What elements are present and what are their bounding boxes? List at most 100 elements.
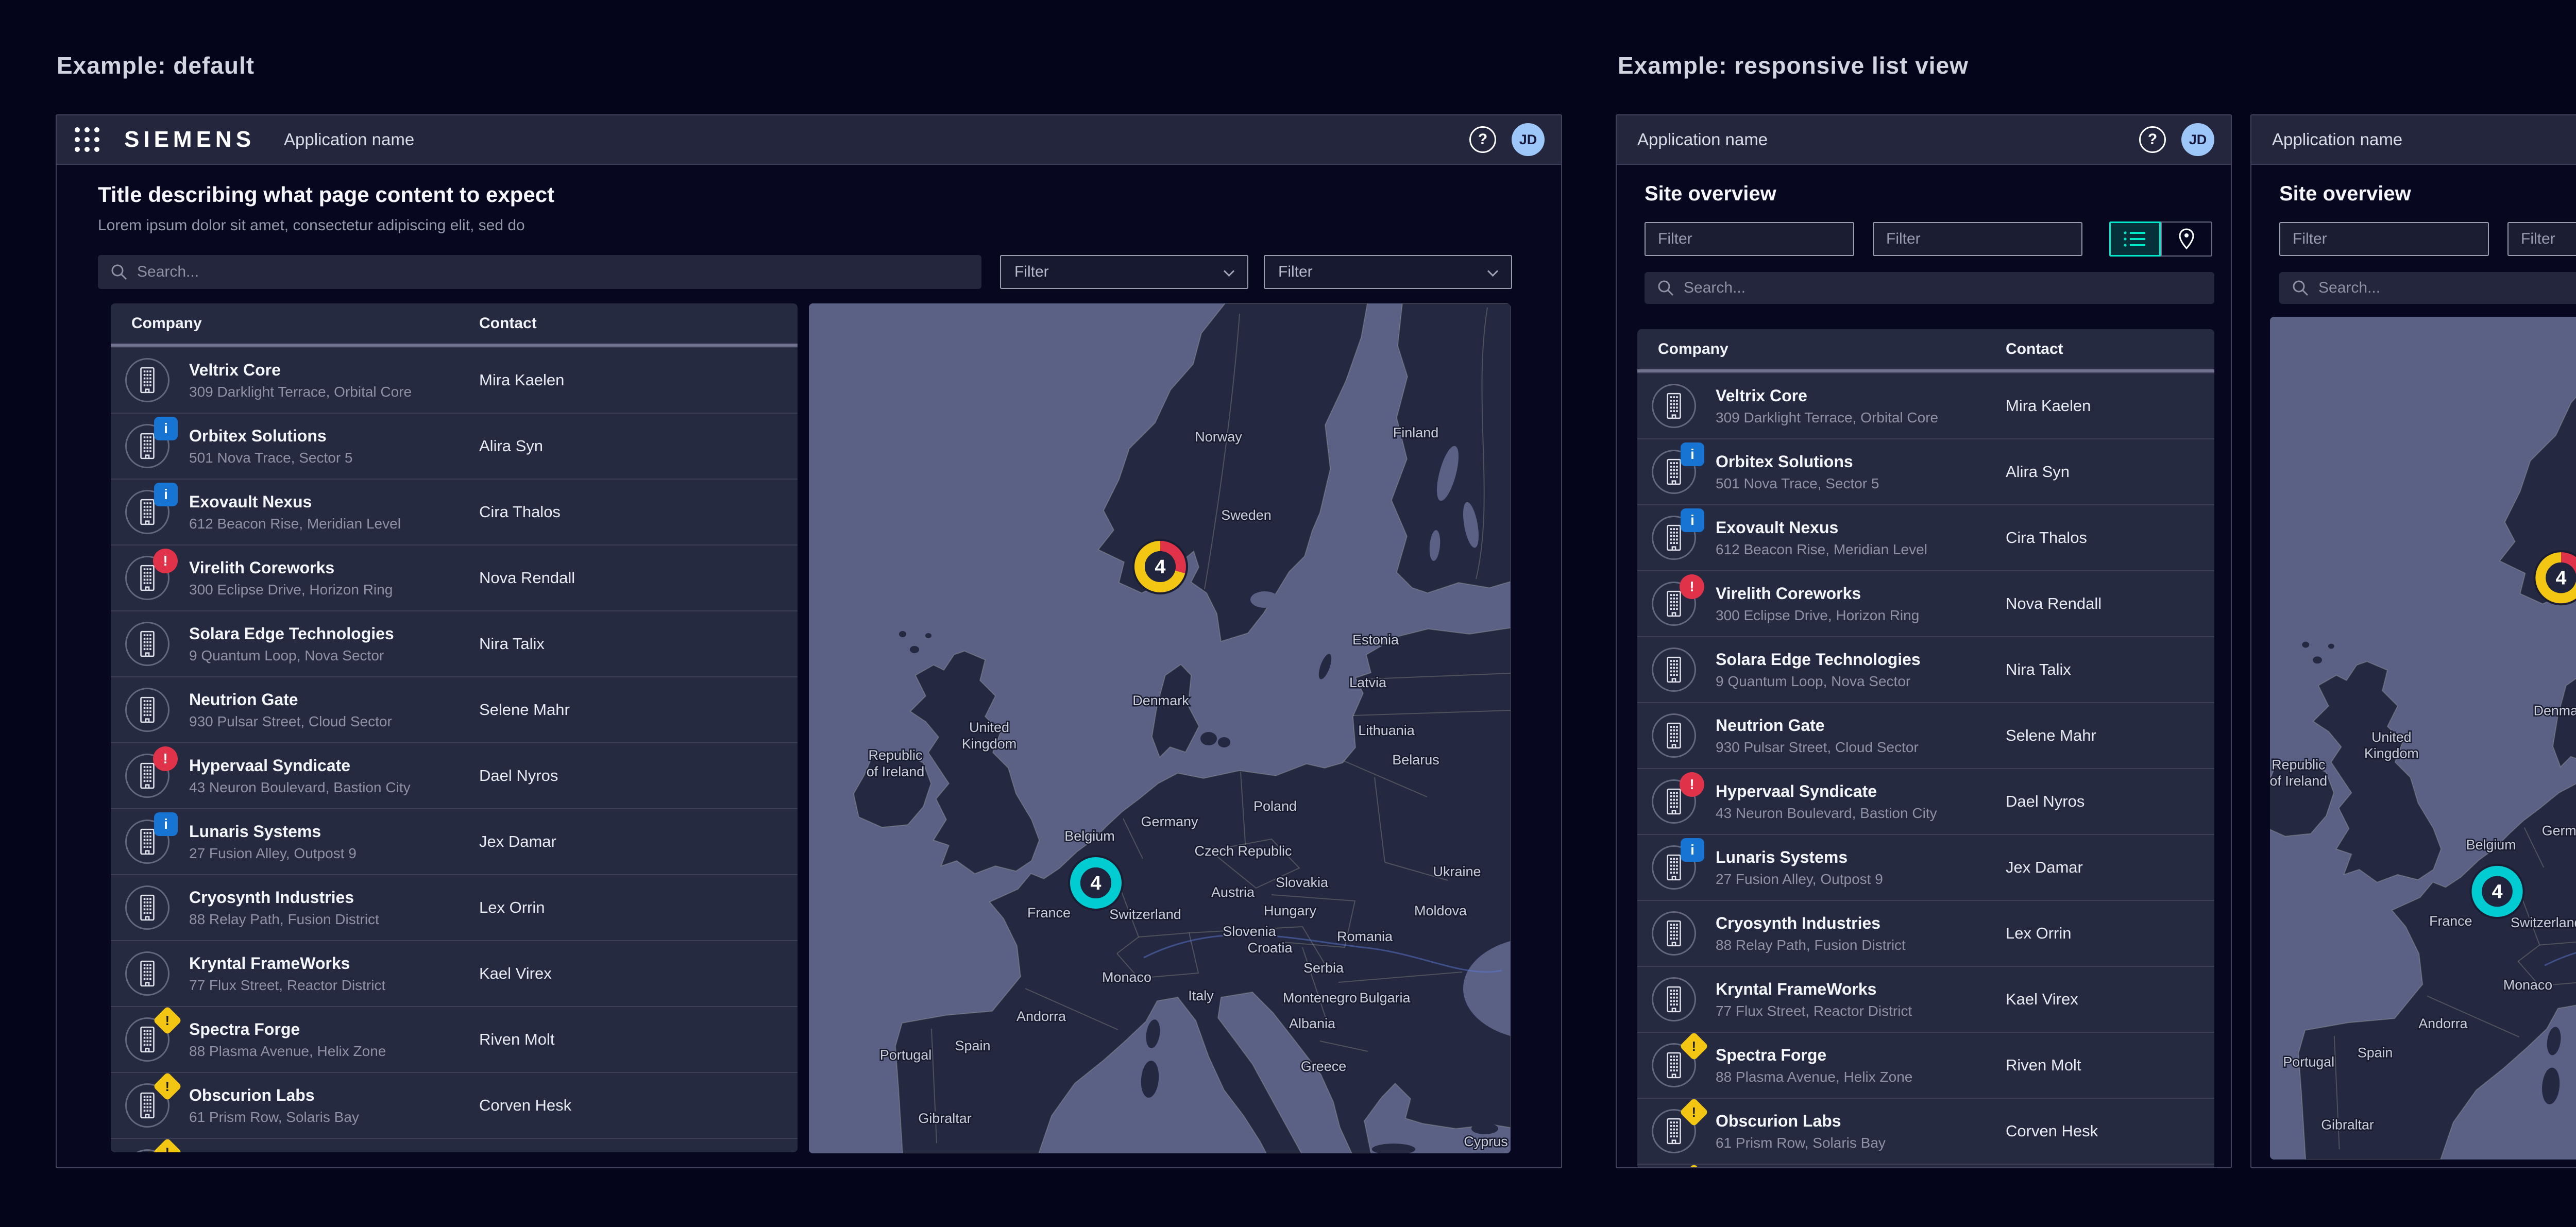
table-row[interactable]: Cryosynth Industries 88 Relay Path, Fusi… (1637, 900, 2214, 966)
table-row[interactable]: i Lunaris Systems 27 Fusion Alley, Outpo… (111, 808, 798, 874)
contact-name: Riven Molt (2006, 1056, 2081, 1074)
map-country-label: United (969, 720, 1009, 735)
company-avatar (1652, 647, 1696, 692)
company-avatar (1652, 713, 1696, 758)
avatar-ring (1652, 582, 1696, 626)
table-row[interactable]: Veltrix Core 309 Darklight Terrace, Orbi… (1637, 372, 2214, 438)
company-name: Exovault Nexus (1716, 518, 1839, 537)
table-row[interactable]: i Exovault Nexus 612 Beacon Rise, Meridi… (111, 479, 798, 544)
map-cluster-marker[interactable]: 4 (1132, 539, 1188, 594)
table-row[interactable]: Kryntal FrameWorks 77 Flux Street, React… (1637, 966, 2214, 1032)
filter-input[interactable] (2279, 222, 2489, 256)
map-country-label: Greece (1301, 1059, 1347, 1074)
company-address: 612 Beacon Rise, Meridian Level (1716, 541, 1927, 557)
list-icon (2124, 231, 2145, 247)
status-badge-info: i (154, 812, 178, 836)
map-border-line (1302, 947, 1329, 1026)
map-land (2270, 761, 2334, 837)
map-country-label: Albania (1289, 1016, 1336, 1031)
table-row[interactable]: ! Virelith Coreworks 300 Eclipse Drive, … (1637, 570, 2214, 636)
company-avatar: ! (1652, 1031, 1709, 1087)
map-country-label: Latvia (1349, 675, 1387, 690)
app-bar: Application name ? JD (1617, 115, 2231, 165)
table-row[interactable]: i Orbitex Solutions 501 Nova Trace, Sect… (111, 413, 798, 479)
building-icon (1667, 722, 1681, 749)
map-border-line (1374, 777, 1385, 863)
company-avatar: ! (1652, 574, 1704, 626)
search-input[interactable] (2309, 272, 2576, 304)
table-row[interactable]: ! Virelith Coreworks 300 Eclipse Drive, … (111, 544, 798, 610)
contact-name: Alira Syn (2006, 463, 2070, 481)
status-badge-critical: ! (1680, 574, 1704, 599)
user-avatar[interactable]: JD (1512, 123, 1545, 156)
map-country-label: Italy (1188, 988, 1214, 1003)
filter-input[interactable] (1873, 222, 2082, 256)
table-row[interactable]: ! (1637, 1163, 2214, 1167)
table-row[interactable]: ! (111, 1137, 798, 1152)
map-country-label: Switzerland (1109, 907, 1181, 922)
column-header-company[interactable]: Company (1658, 340, 1728, 357)
map-country-label: Romania (1337, 929, 1393, 944)
table-row[interactable]: i Orbitex Solutions 501 Nova Trace, Sect… (1637, 438, 2214, 504)
table-row[interactable]: i Lunaris Systems 27 Fusion Alley, Outpo… (1637, 834, 2214, 900)
app-switcher-icon[interactable] (75, 127, 99, 152)
list-view-button[interactable] (2109, 221, 2161, 257)
map-country-label: Slovenia (1223, 924, 1277, 939)
table-row[interactable]: Veltrix Core 309 Darklight Terrace, Orbi… (111, 347, 798, 413)
company-address: 77 Flux Street, Reactor District (189, 977, 386, 993)
search-input[interactable] (1674, 272, 2214, 304)
column-header-company[interactable]: Company (131, 315, 202, 332)
map-country-label: Portugal (880, 1047, 932, 1063)
map-cluster-marker[interactable]: 4 (2533, 550, 2576, 606)
building-icon (140, 565, 155, 591)
user-avatar[interactable]: JD (2181, 123, 2214, 156)
search-input[interactable] (128, 255, 981, 289)
company-table: Company Contact Veltrix Core 309 Darklig… (1637, 329, 2214, 1167)
help-icon[interactable]: ? (2139, 126, 2166, 153)
map-cluster-marker[interactable]: 4 (1068, 855, 1124, 911)
company-name: Hypervaal Syndicate (189, 756, 351, 775)
table-row[interactable]: Kryntal FrameWorks 77 Flux Street, React… (111, 940, 798, 1006)
map-country-label: Denmark (1132, 693, 1189, 708)
table-header: Company Contact (111, 303, 798, 347)
building-icon (140, 762, 155, 789)
contact-name: Cira Thalos (479, 503, 561, 521)
table-row[interactable]: ! Spectra Forge 88 Plasma Avenue, Helix … (111, 1006, 798, 1072)
avatar-ring (1652, 450, 1696, 494)
table-row[interactable]: ! Hypervaal Syndicate 43 Neuron Boulevar… (1637, 768, 2214, 834)
company-address: 88 Relay Path, Fusion District (1716, 936, 1906, 953)
table-row[interactable]: Cryosynth Industries 88 Relay Path, Fusi… (111, 874, 798, 940)
table-row[interactable]: ! Hypervaal Syndicate 43 Neuron Boulevar… (111, 742, 798, 808)
map-country-label: Andorra (2418, 1016, 2467, 1031)
map-land (2312, 661, 2442, 883)
avatar-ring (125, 885, 170, 930)
site-map[interactable]: NorwayFinlandSwedenEstoniaLatviaDenmarkL… (2270, 317, 2576, 1160)
status-badge-warning: ! (1679, 1163, 1709, 1167)
avatar-ring (125, 358, 170, 402)
column-header-contact[interactable]: Contact (2006, 340, 2063, 357)
table-row[interactable]: ! Obscurion Labs 61 Prism Row, Solaris B… (111, 1071, 798, 1138)
map-view-button[interactable] (2161, 221, 2212, 257)
company-avatar (1652, 911, 1696, 956)
contact-name: Mira Kaelen (2006, 397, 2091, 415)
filter-dropdown[interactable]: Filter (1264, 255, 1512, 289)
map-country-label: Czech Republic (1194, 843, 1292, 859)
table-row[interactable]: ! Spectra Forge 88 Plasma Avenue, Helix … (1637, 1031, 2214, 1098)
table-row[interactable]: Solara Edge Technologies 9 Quantum Loop,… (111, 610, 798, 676)
help-icon[interactable]: ? (1469, 126, 1496, 153)
table-row[interactable]: ! Obscurion Labs 61 Prism Row, Solaris B… (1637, 1097, 2214, 1164)
table-row[interactable]: Solara Edge Technologies 9 Quantum Loop,… (1637, 636, 2214, 702)
company-avatar: ! (125, 549, 178, 600)
table-row[interactable]: Neutrion Gate 930 Pulsar Street, Cloud S… (1637, 702, 2214, 768)
filter-dropdown[interactable]: Filter (1000, 255, 1248, 289)
column-header-contact[interactable]: Contact (479, 315, 537, 332)
contact-name: Jex Damar (2006, 858, 2083, 876)
map-cluster-marker[interactable]: 4 (2469, 863, 2525, 919)
table-row[interactable]: i Exovault Nexus 612 Beacon Rise, Meridi… (1637, 504, 2214, 570)
filter-input[interactable] (2507, 222, 2576, 256)
table-row[interactable]: Neutrion Gate 930 Pulsar Street, Cloud S… (111, 676, 798, 742)
filter-input[interactable] (1645, 222, 1854, 256)
company-avatar: ! (125, 746, 178, 798)
avatar-ring (1652, 713, 1696, 758)
